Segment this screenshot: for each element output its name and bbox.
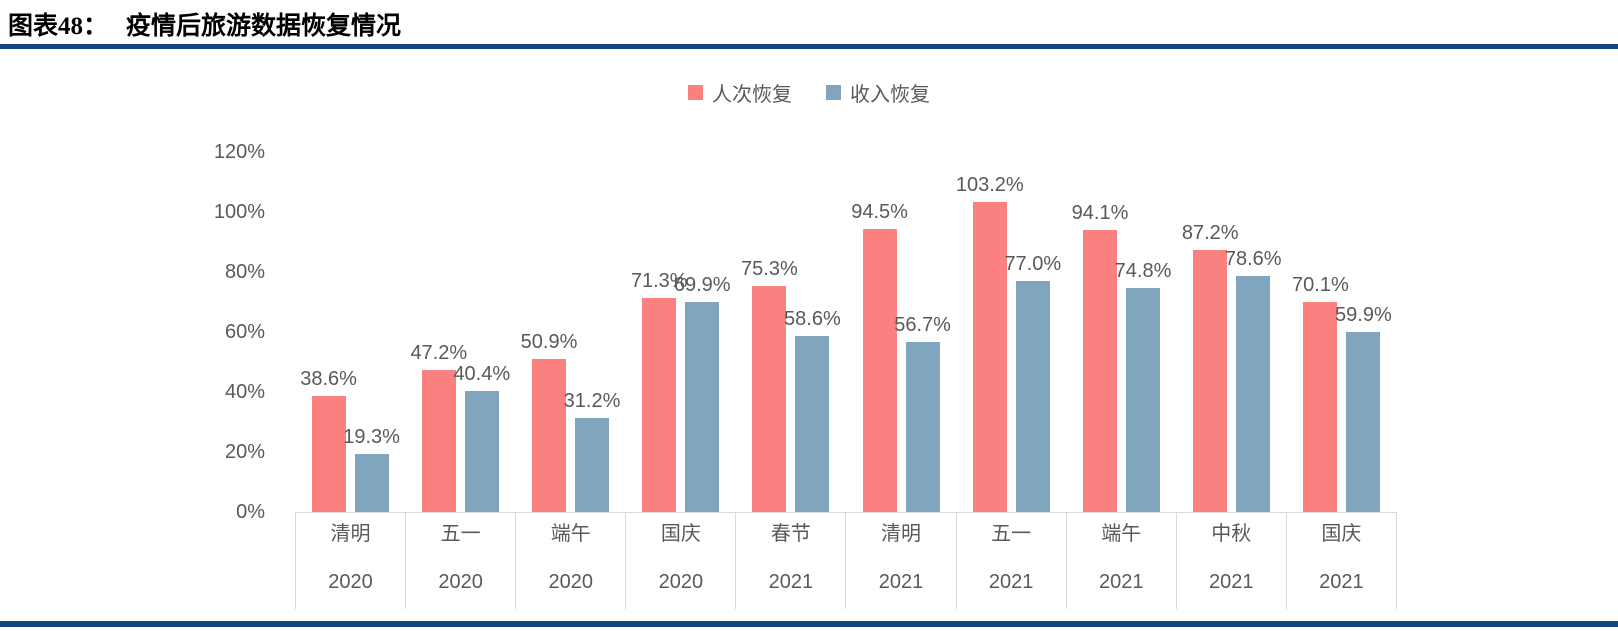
category-year-label: 2020 xyxy=(438,571,483,593)
legend-swatch-visitor-recovery-icon xyxy=(688,85,703,100)
plot-area: 38.6% 19.3% 47.2% 40.4% 50.9% 31.2% 71.3% 69.9%… xyxy=(295,152,1397,512)
data-label-visitor-recovery-4: 71.3% xyxy=(630,270,688,293)
bar-revenue-recovery-8 xyxy=(1126,287,1160,512)
data-label-visitor-recovery-2: 47.2% xyxy=(410,342,468,365)
category-festival-label: 中秋 xyxy=(1211,523,1252,545)
category-festival-label: 五一 xyxy=(440,523,481,545)
data-label-visitor-recovery-3: 50.9% xyxy=(520,331,578,354)
data-label-visitor-recovery-8: 94.1% xyxy=(1071,201,1129,224)
bottom-divider-rule xyxy=(0,621,1618,627)
category-cell-1: 清明 2020 xyxy=(295,513,407,609)
bar-revenue-recovery-4 xyxy=(685,302,720,512)
category-cell-9: 中秋 2021 xyxy=(1177,513,1287,609)
category-cell-5: 春节 2021 xyxy=(736,513,847,609)
bar-revenue-recovery-7 xyxy=(1015,281,1050,512)
data-label-visitor-recovery-1: 38.6% xyxy=(300,368,357,391)
y-axis-tick-label: 120% xyxy=(213,141,265,163)
data-label-revenue-recovery-8: 74.8% xyxy=(1114,259,1172,282)
figure-number: 图表48： xyxy=(8,13,109,40)
category-cell-2: 五一 2020 xyxy=(406,513,517,609)
chart-legend: 人次恢复 收入恢复 xyxy=(0,78,1618,107)
data-label-revenue-recovery-2: 40.4% xyxy=(453,362,511,385)
category-year-label: 2021 xyxy=(988,571,1034,593)
data-label-visitor-recovery-5: 75.3% xyxy=(741,258,798,281)
category-year-label: 2020 xyxy=(658,571,704,593)
bar-visitor-recovery-9 xyxy=(1193,250,1228,512)
bar-visitor-recovery-4 xyxy=(642,298,677,512)
category-year-label: 2020 xyxy=(328,571,373,593)
legend-label-visitor-recovery: 人次恢复 xyxy=(712,84,792,106)
y-axis-tick-label: 0% xyxy=(236,501,265,523)
data-label-revenue-recovery-9: 78.6% xyxy=(1224,248,1282,271)
y-axis-tick-label: 100% xyxy=(213,201,265,223)
data-label-visitor-recovery-10: 70.1% xyxy=(1292,273,1349,296)
bar-revenue-recovery-10 xyxy=(1346,332,1381,512)
data-label-revenue-recovery-6: 56.7% xyxy=(894,313,951,336)
legend-item-visitor-recovery: 人次恢复 xyxy=(688,78,792,107)
data-label-revenue-recovery-4: 69.9% xyxy=(673,274,731,297)
category-festival-label: 端午 xyxy=(550,523,591,545)
category-year-label: 2021 xyxy=(878,571,924,593)
legend-label-revenue-recovery: 收入恢复 xyxy=(850,84,930,106)
y-axis-tick-label: 40% xyxy=(224,381,265,403)
y-axis-tick-label: 20% xyxy=(224,441,265,463)
bar-visitor-recovery-5 xyxy=(752,286,787,512)
data-label-visitor-recovery-7: 103.2% xyxy=(955,174,1024,197)
category-year-label: 2020 xyxy=(548,571,593,593)
category-cell-8: 端午 2021 xyxy=(1067,513,1177,609)
bar-visitor-recovery-1 xyxy=(311,396,346,512)
bar-visitor-recovery-2 xyxy=(421,370,456,512)
category-cell-6: 清明 2021 xyxy=(846,513,957,609)
y-axis: 0% 20% 40% 60% 80% 100% 120% xyxy=(130,141,265,523)
bar-revenue-recovery-1 xyxy=(354,454,389,512)
data-label-revenue-recovery-3: 31.2% xyxy=(563,390,621,413)
bar-revenue-recovery-3 xyxy=(575,418,609,512)
category-festival-label: 春节 xyxy=(770,523,811,545)
bar-visitor-recovery-7 xyxy=(972,202,1007,512)
data-label-revenue-recovery-7: 77.0% xyxy=(1004,253,1062,275)
figure-header: 图表48： 疫情后旅游数据恢复情况 xyxy=(8,6,401,42)
bar-visitor-recovery-6 xyxy=(862,228,897,512)
bar-visitor-recovery-10 xyxy=(1303,301,1338,512)
category-festival-label: 国庆 xyxy=(660,523,701,545)
data-label-revenue-recovery-5: 58.6% xyxy=(784,308,841,331)
legend-item-revenue-recovery: 收入恢复 xyxy=(826,78,930,107)
x-axis-category-band: 清明 2020 五一 2020 端午 2020 国庆 2020 春节 2021 清明 2021 五一 20… xyxy=(295,512,1397,609)
category-cell-3: 端午 2020 xyxy=(516,513,627,609)
bar-revenue-recovery-6 xyxy=(905,341,940,512)
data-label-visitor-recovery-9: 87.2% xyxy=(1181,222,1239,245)
category-festival-label: 端午 xyxy=(1101,523,1142,545)
bar-visitor-recovery-8 xyxy=(1083,229,1117,512)
top-divider-rule xyxy=(0,44,1618,49)
category-festival-label: 五一 xyxy=(991,523,1032,545)
legend-swatch-revenue-recovery-icon xyxy=(826,85,841,100)
category-year-label: 2021 xyxy=(1209,571,1254,593)
category-cell-10: 国庆 2021 xyxy=(1287,513,1397,609)
category-festival-label: 清明 xyxy=(330,523,371,545)
bar-revenue-recovery-9 xyxy=(1236,276,1271,512)
category-year-label: 2021 xyxy=(768,571,814,593)
category-year-label: 2021 xyxy=(1098,571,1144,593)
category-cell-4: 国庆 2020 xyxy=(626,513,737,609)
bar-revenue-recovery-5 xyxy=(795,336,830,512)
bar-revenue-recovery-2 xyxy=(464,390,499,512)
figure-title: 疫情后旅游数据恢复情况 xyxy=(126,13,402,40)
y-axis-tick-label: 80% xyxy=(224,261,265,283)
category-year-label: 2021 xyxy=(1319,571,1364,593)
data-label-revenue-recovery-1: 19.3% xyxy=(343,426,400,449)
category-festival-label: 国庆 xyxy=(1321,523,1362,545)
category-festival-label: 清明 xyxy=(881,523,922,545)
category-cell-7: 五一 2021 xyxy=(957,513,1067,609)
data-label-revenue-recovery-10: 59.9% xyxy=(1335,304,1392,327)
data-label-visitor-recovery-6: 94.5% xyxy=(851,200,908,223)
y-axis-tick-label: 60% xyxy=(224,321,265,343)
bar-visitor-recovery-3 xyxy=(532,359,566,512)
